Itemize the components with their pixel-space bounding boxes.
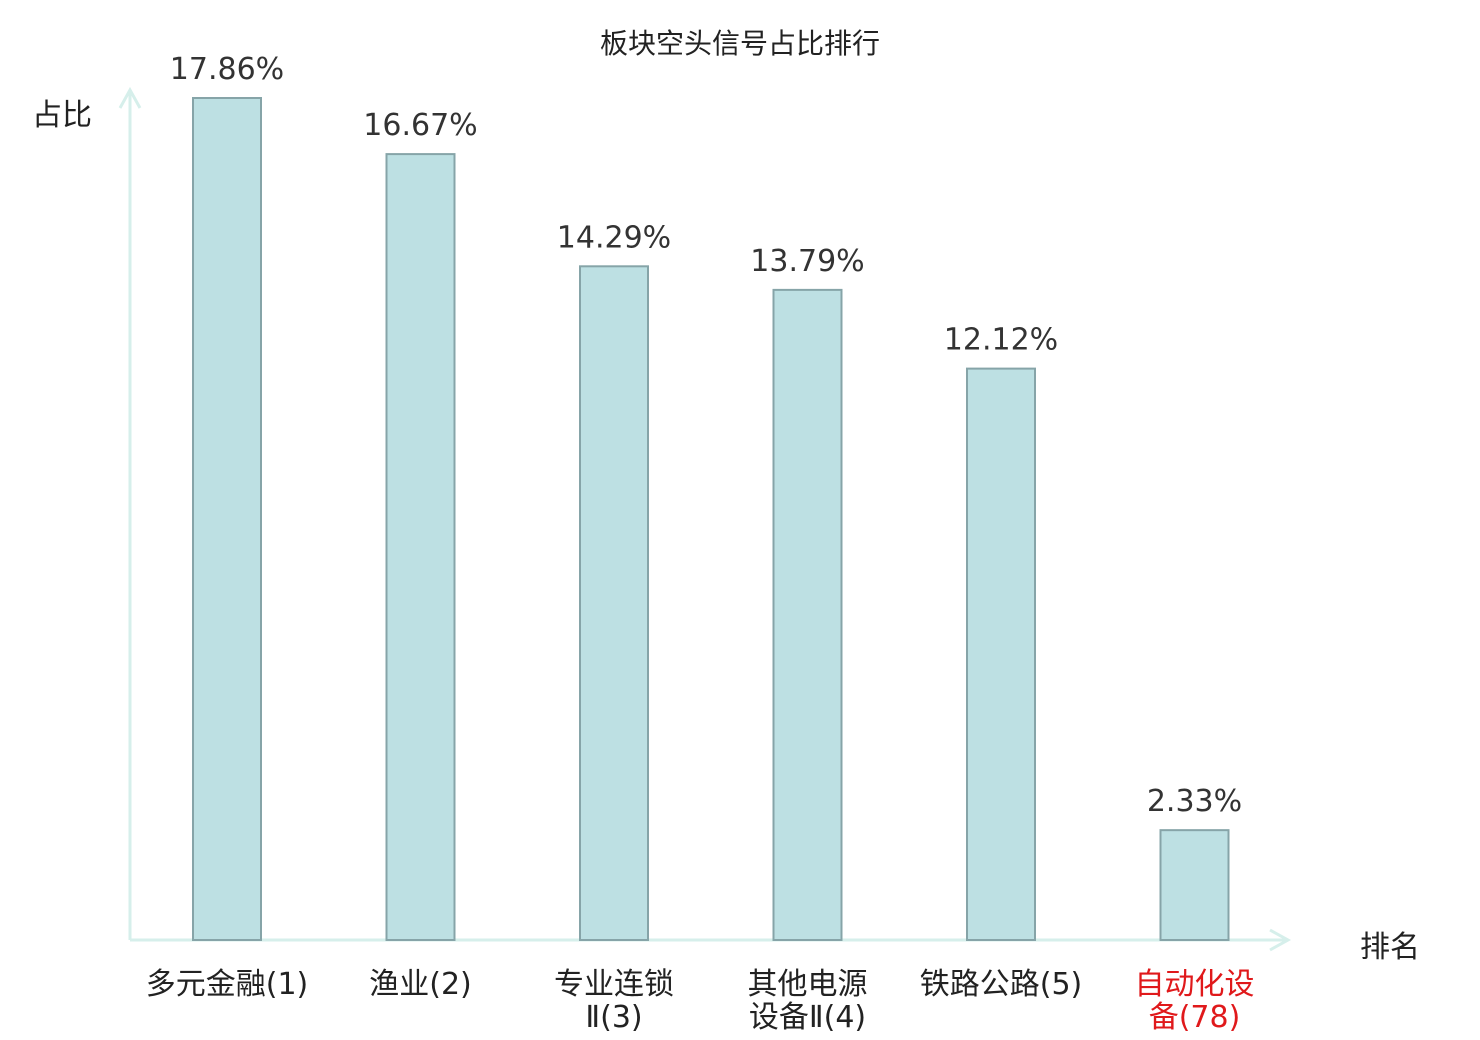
x-axis-label: 排名 [1360, 930, 1420, 965]
value-label-5: 12.12% [944, 323, 1058, 358]
category-label-4-line-1: 其他电源 [748, 967, 868, 1002]
value-label-3: 14.29% [557, 220, 671, 255]
x-axis-arrow-icon [1269, 928, 1292, 952]
chart-title: 板块空头信号占比排行 [599, 27, 880, 60]
bar-2 [385, 153, 456, 941]
bar-1 [192, 97, 262, 941]
category-label-3-line-2: Ⅱ(3) [585, 1000, 642, 1035]
category-label-6-line-2: 备(78) [1149, 1000, 1241, 1035]
bar-4 [772, 288, 843, 941]
value-label-2: 16.67% [363, 108, 477, 143]
value-label-4: 13.79% [750, 244, 864, 279]
category-label-3-line-1: 专业连锁 [554, 967, 674, 1002]
y-axis-arrow-icon [118, 86, 142, 109]
category-label-5: 铁路公路(5) [920, 967, 1083, 1002]
value-label-1: 17.86% [170, 52, 284, 87]
category-label-1: 多元金融(1) [146, 967, 309, 1002]
bar-5 [966, 367, 1036, 941]
category-label-4-line-2: 设备Ⅱ(4) [749, 1000, 866, 1035]
bar-6 [1159, 829, 1230, 942]
category-label-6-line-1: 自动化设 [1135, 967, 1255, 1002]
y-axis-label: 占比 [32, 98, 92, 133]
value-label-6: 2.33% [1147, 784, 1242, 819]
bar-3 [579, 265, 649, 941]
category-label-2: 渔业(2) [369, 967, 472, 1002]
